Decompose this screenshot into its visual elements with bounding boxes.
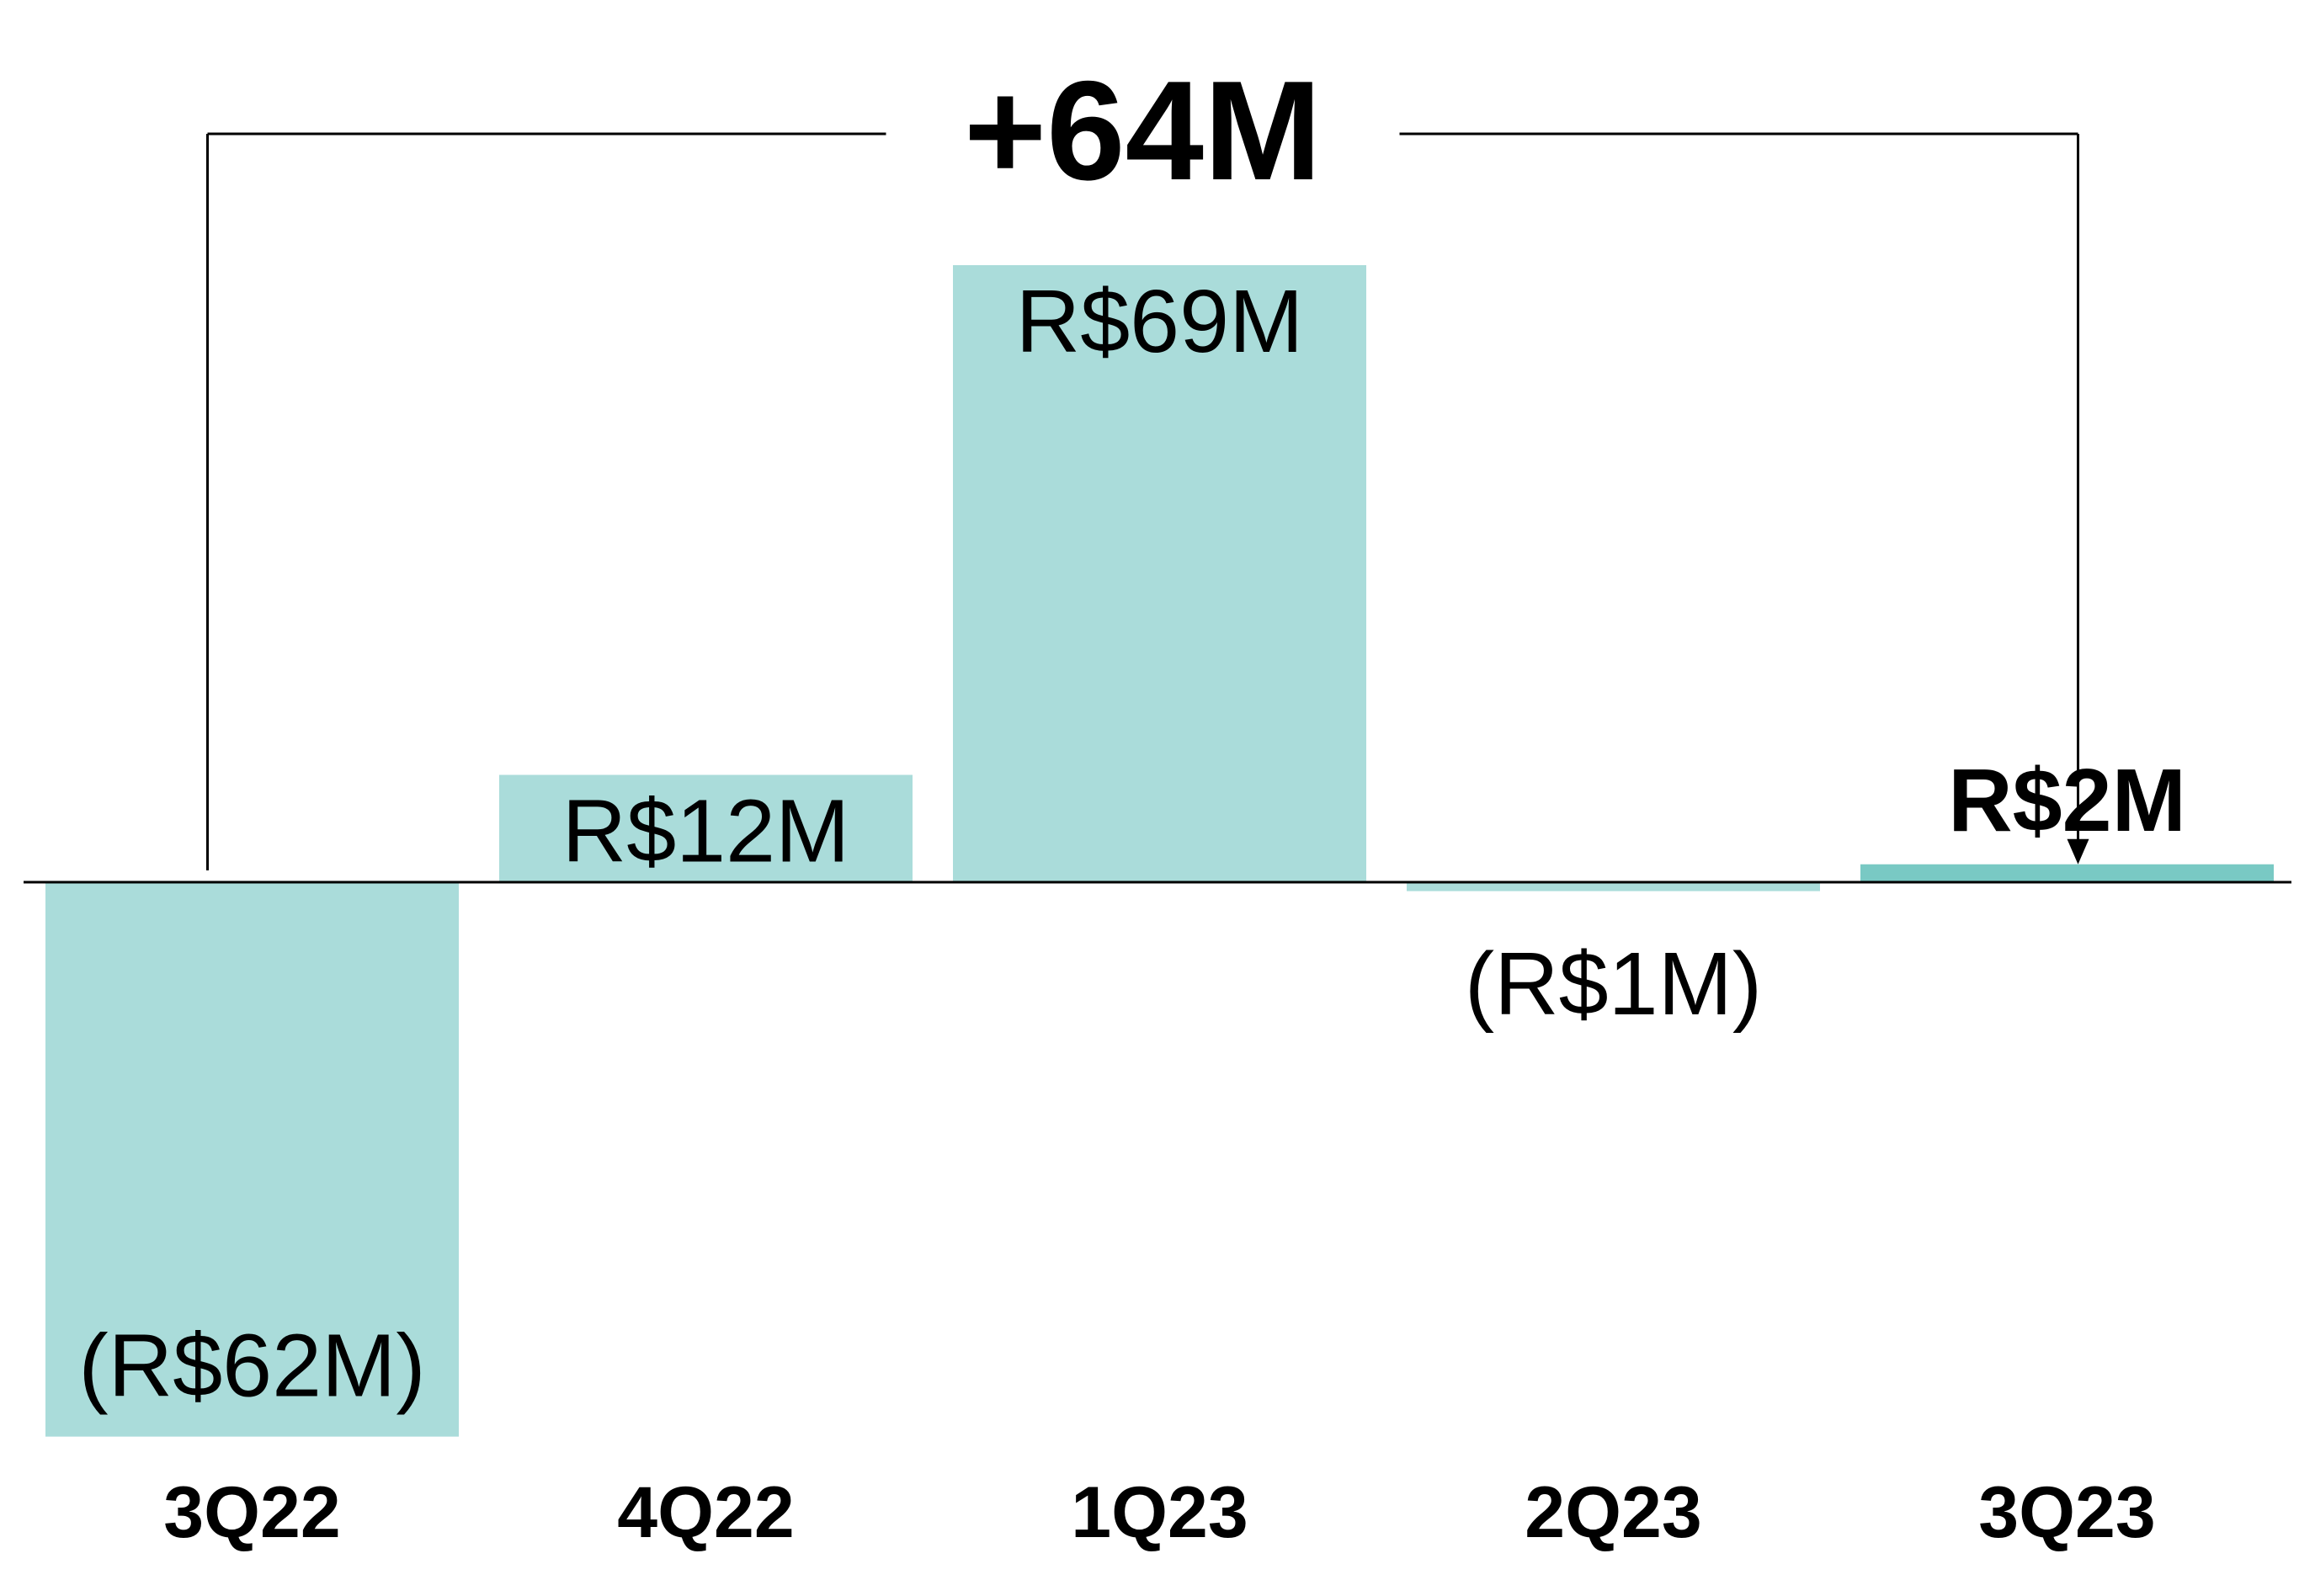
category-label-3q23: 3Q23 (1978, 1472, 2155, 1553)
value-label-1q23: R$69M (1016, 272, 1304, 371)
category-label-1q23: 1Q23 (1071, 1472, 1248, 1553)
bar-4q22 (499, 774, 913, 882)
annotation-arrowhead (2067, 838, 2089, 864)
bar-1q23 (953, 265, 1366, 882)
category-label-3q22: 3Q22 (163, 1472, 340, 1553)
value-label-2q23: (R$1M) (1465, 934, 1762, 1034)
bar-2q23 (1407, 882, 1820, 891)
value-label-3q23: R$2M (1948, 751, 2186, 850)
bar-3q22 (45, 882, 459, 1437)
category-label-2q23: 2Q23 (1525, 1472, 1701, 1553)
labels-layer: (R$62M) 3Q22 R$12M 4Q22 R$69M 1Q23 (R$1M) 2Q23 R… (78, 272, 2186, 1553)
change-label: +64M (964, 51, 1322, 210)
category-label-4q22: 4Q22 (617, 1472, 794, 1553)
change-annotation: +64M (206, 51, 2089, 870)
value-label-3q22: (R$62M) (78, 1317, 425, 1416)
value-label-4q22: R$12M (562, 782, 850, 881)
bars-layer (45, 265, 2274, 1437)
bar-3q23 (1860, 864, 2274, 882)
